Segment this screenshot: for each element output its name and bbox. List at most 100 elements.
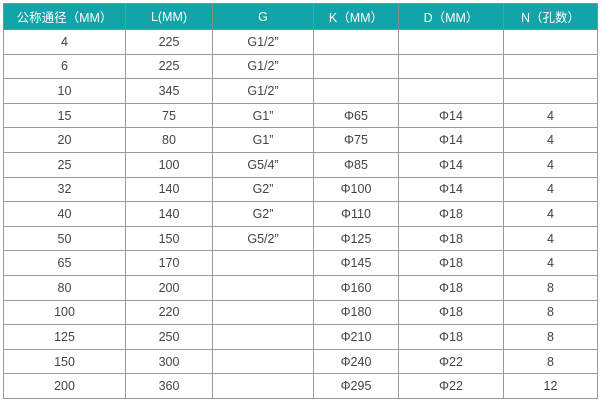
cell-n-holes: 8 <box>503 299 598 326</box>
table-row: 150 300 Φ240 Φ22 8 <box>3 348 598 375</box>
cell-n-holes <box>503 78 598 104</box>
cell-nominal-diameter: 100 <box>3 299 126 326</box>
cell-k: Φ65 <box>313 102 399 129</box>
cell-n-holes: 4 <box>503 225 598 252</box>
cell-nominal-diameter: 125 <box>3 324 126 350</box>
cell-length: 200 <box>125 274 213 301</box>
table-row: 65 170 Φ145 Φ18 4 <box>3 250 598 276</box>
spec-table: 公称通径（MM） L(MM) G K（MM） D（MM） N（孔数） 4 225 G1/2” 6… <box>3 3 598 399</box>
cell-nominal-diameter: 65 <box>3 250 126 276</box>
cell-k <box>313 53 399 80</box>
table-row: 25 100 G5/4” Φ85 Φ14 4 <box>3 151 598 178</box>
cell-d: Φ18 <box>398 225 504 252</box>
cell-k: Φ110 <box>313 201 399 227</box>
table-row: 6 225 G1/2” <box>3 53 598 80</box>
cell-nominal-diameter: 50 <box>3 225 126 252</box>
cell-k: Φ85 <box>313 151 399 178</box>
cell-k <box>313 29 399 55</box>
cell-d: Φ18 <box>398 201 504 227</box>
cell-n-holes: 8 <box>503 274 598 301</box>
cell-thread <box>212 373 314 399</box>
cell-n-holes <box>503 29 598 55</box>
column-header-thread: G <box>212 3 314 30</box>
cell-n-holes: 4 <box>503 102 598 129</box>
table-row: 125 250 Φ210 Φ18 8 <box>3 324 598 350</box>
cell-n-holes: 12 <box>503 373 598 399</box>
column-header-length: L(MM) <box>125 3 213 30</box>
cell-nominal-diameter: 40 <box>3 201 126 227</box>
cell-nominal-diameter: 4 <box>3 29 126 55</box>
cell-nominal-diameter: 150 <box>3 348 126 375</box>
cell-thread: G1/2” <box>212 78 314 104</box>
cell-thread: G2” <box>212 201 314 227</box>
cell-d: Φ14 <box>398 151 504 178</box>
cell-k: Φ75 <box>313 127 399 153</box>
cell-thread: G1” <box>212 127 314 153</box>
cell-d: Φ14 <box>398 176 504 203</box>
cell-k <box>313 78 399 104</box>
cell-k: Φ125 <box>313 225 399 252</box>
cell-n-holes: 4 <box>503 151 598 178</box>
cell-d: Φ18 <box>398 274 504 301</box>
cell-n-holes: 4 <box>503 201 598 227</box>
cell-thread <box>212 324 314 350</box>
table-row: 15 75 G1” Φ65 Φ14 4 <box>3 102 598 129</box>
cell-d <box>398 53 504 80</box>
cell-thread: G2” <box>212 176 314 203</box>
cell-thread <box>212 348 314 375</box>
cell-nominal-diameter: 10 <box>3 78 126 104</box>
cell-n-holes: 4 <box>503 176 598 203</box>
cell-d: Φ22 <box>398 373 504 399</box>
cell-d <box>398 78 504 104</box>
table-row: 4 225 G1/2” <box>3 29 598 55</box>
cell-thread: G5/4” <box>212 151 314 178</box>
cell-length: 80 <box>125 127 213 153</box>
cell-d: Φ14 <box>398 127 504 153</box>
cell-d <box>398 29 504 55</box>
cell-length: 150 <box>125 225 213 252</box>
cell-d: Φ22 <box>398 348 504 375</box>
cell-d: Φ18 <box>398 324 504 350</box>
cell-nominal-diameter: 15 <box>3 102 126 129</box>
cell-thread <box>212 250 314 276</box>
table-row: 40 140 G2” Φ110 Φ18 4 <box>3 201 598 227</box>
cell-k: Φ180 <box>313 299 399 326</box>
cell-k: Φ210 <box>313 324 399 350</box>
cell-n-holes: 8 <box>503 324 598 350</box>
table-row: 100 220 Φ180 Φ18 8 <box>3 299 598 326</box>
cell-thread <box>212 274 314 301</box>
table-row: 20 80 G1” Φ75 Φ14 4 <box>3 127 598 153</box>
cell-length: 100 <box>125 151 213 178</box>
cell-thread: G1” <box>212 102 314 129</box>
table-row: 50 150 G5/2” Φ125 Φ18 4 <box>3 225 598 252</box>
cell-n-holes <box>503 53 598 80</box>
cell-length: 225 <box>125 29 213 55</box>
cell-thread <box>212 299 314 326</box>
cell-k: Φ145 <box>313 250 399 276</box>
column-header-nominal-diameter: 公称通径（MM） <box>3 3 126 30</box>
header-row: 公称通径（MM） L(MM) G K（MM） D（MM） N（孔数） <box>3 3 598 30</box>
table-row: 10 345 G1/2” <box>3 78 598 104</box>
cell-nominal-diameter: 6 <box>3 53 126 80</box>
cell-nominal-diameter: 32 <box>3 176 126 203</box>
cell-n-holes: 4 <box>503 127 598 153</box>
cell-d: Φ18 <box>398 299 504 326</box>
table-row: 200 360 Φ295 Φ22 12 <box>3 373 598 399</box>
cell-thread: G1/2” <box>212 53 314 80</box>
cell-length: 300 <box>125 348 213 375</box>
cell-nominal-diameter: 25 <box>3 151 126 178</box>
table-row: 32 140 G2” Φ100 Φ14 4 <box>3 176 598 203</box>
cell-length: 75 <box>125 102 213 129</box>
cell-length: 225 <box>125 53 213 80</box>
cell-thread: G1/2” <box>212 29 314 55</box>
cell-length: 140 <box>125 176 213 203</box>
cell-k: Φ240 <box>313 348 399 375</box>
cell-nominal-diameter: 200 <box>3 373 126 399</box>
cell-length: 345 <box>125 78 213 104</box>
cell-length: 170 <box>125 250 213 276</box>
cell-d: Φ14 <box>398 102 504 129</box>
cell-length: 360 <box>125 373 213 399</box>
cell-nominal-diameter: 20 <box>3 127 126 153</box>
column-header-d: D（MM） <box>398 3 504 30</box>
cell-thread: G5/2” <box>212 225 314 252</box>
